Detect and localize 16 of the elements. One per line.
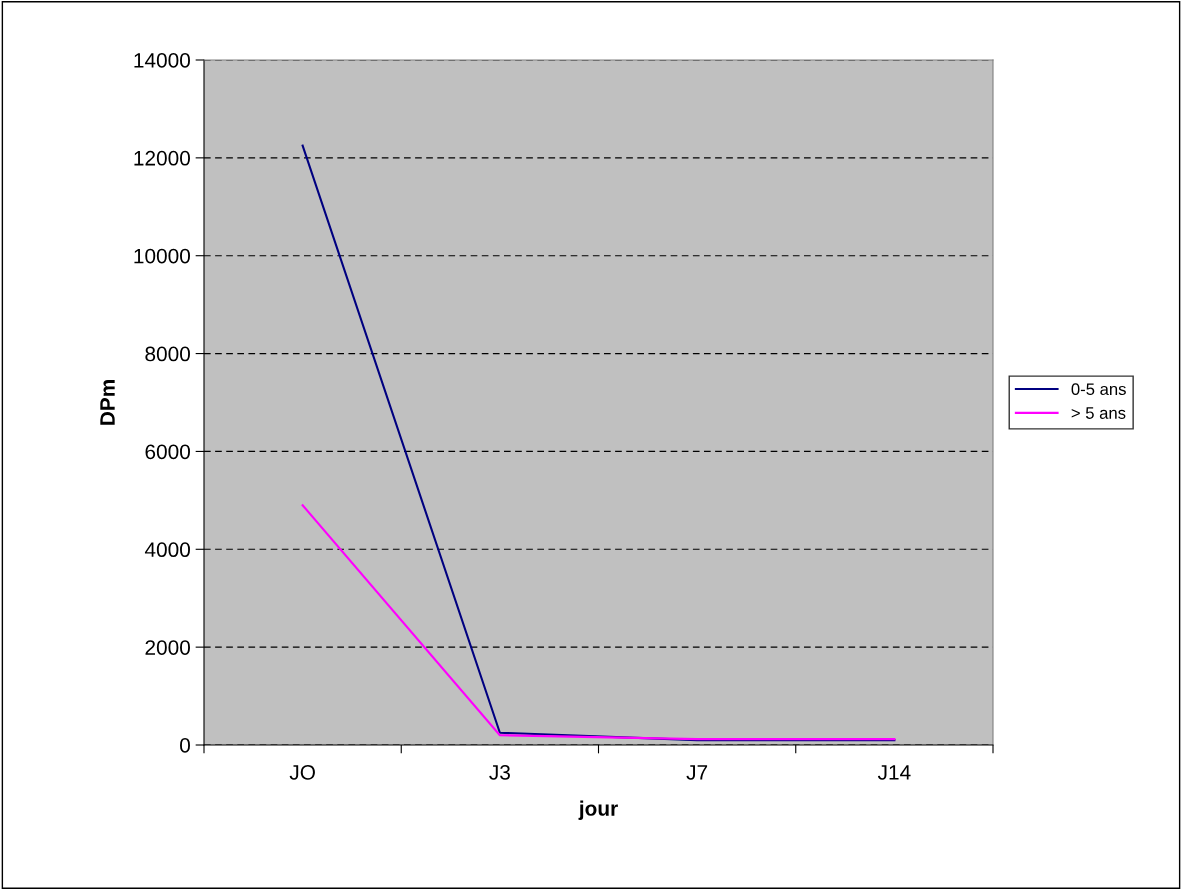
- y-axis-title: DPm: [100, 380, 115, 425]
- y-tick-label: 0: [180, 738, 190, 753]
- y-tick-label: 10000: [134, 248, 190, 264]
- legend-label: 0-5 ans: [1071, 383, 1126, 396]
- legend-label: > 5 ans: [1071, 407, 1126, 419]
- x-tick-label: JO: [289, 764, 315, 780]
- x-tick-label: J7: [686, 765, 708, 780]
- y-tick-label: 6000: [145, 444, 190, 460]
- y-tick-label: 8000: [145, 346, 190, 362]
- x-tick-label: J14: [877, 765, 911, 780]
- y-tick-label: 2000: [145, 640, 190, 655]
- x-axis-title: jour: [578, 800, 618, 820]
- y-tick-label: 12000: [134, 150, 190, 166]
- x-tick-label: J3: [489, 764, 510, 780]
- y-tick-label: 14000: [134, 53, 190, 68]
- y-tick-label: 4000: [144, 542, 190, 558]
